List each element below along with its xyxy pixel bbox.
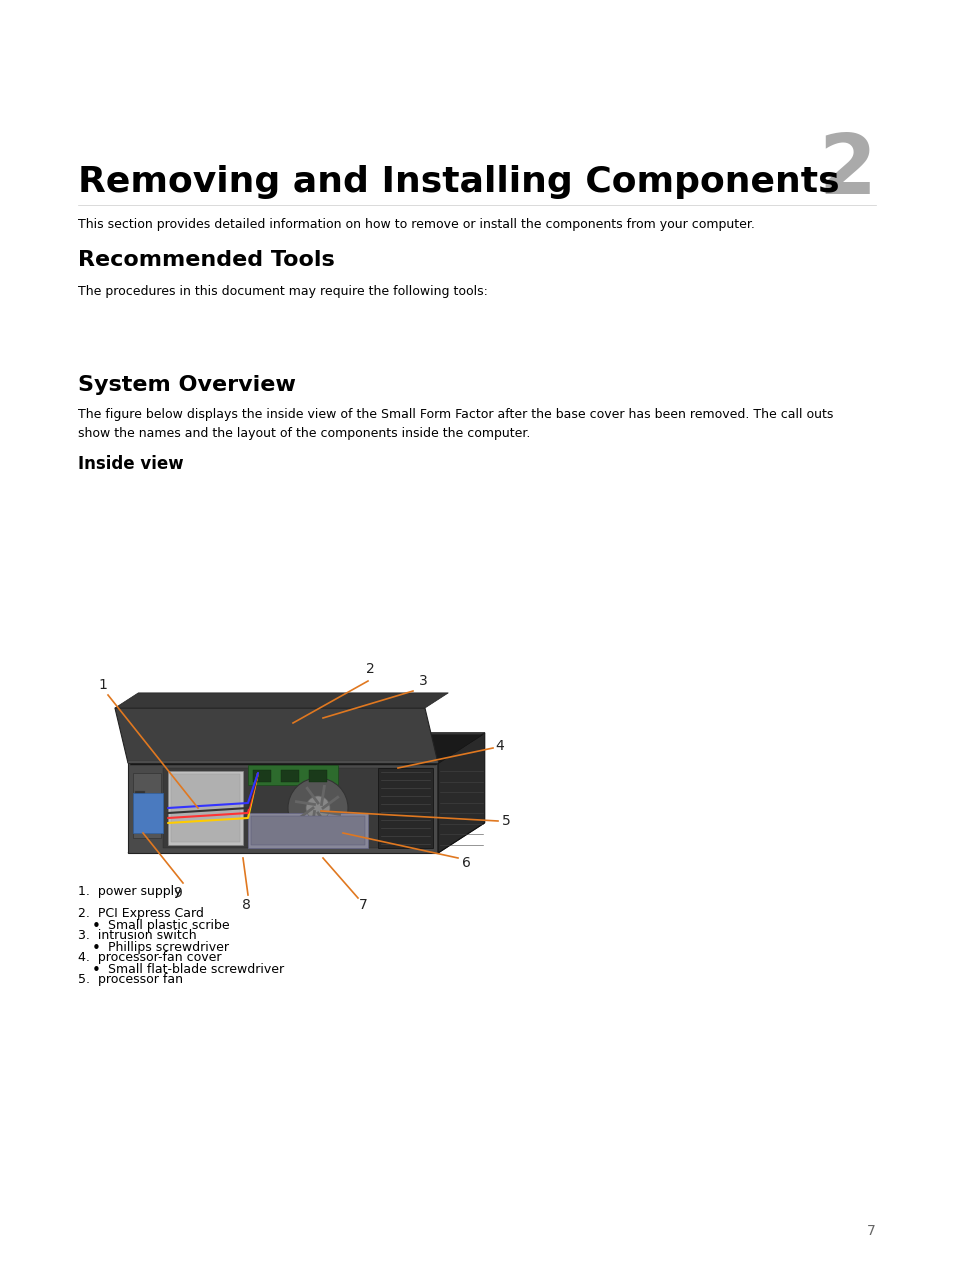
Polygon shape <box>130 734 482 765</box>
Bar <box>168 771 243 844</box>
Text: 7: 7 <box>866 1224 875 1238</box>
Bar <box>248 813 368 848</box>
Bar <box>251 817 365 844</box>
Bar <box>163 768 433 848</box>
Bar <box>135 791 145 798</box>
Text: 9: 9 <box>173 886 182 900</box>
Text: 3: 3 <box>418 675 427 689</box>
Text: •: • <box>91 962 100 978</box>
Bar <box>135 803 145 809</box>
Text: 2.  PCI Express Card: 2. PCI Express Card <box>78 907 204 921</box>
Text: The figure below displays the inside view of the Small Form Factor after the bas: The figure below displays the inside vie… <box>78 408 833 440</box>
Text: 5: 5 <box>501 814 510 828</box>
Text: 7: 7 <box>358 898 367 912</box>
Text: Inside view: Inside view <box>78 455 183 473</box>
Text: The procedures in this document may require the following tools:: The procedures in this document may requ… <box>78 285 487 298</box>
Text: This section provides detailed information on how to remove or install the compo: This section provides detailed informati… <box>78 218 754 231</box>
Circle shape <box>288 779 348 838</box>
Bar <box>132 773 161 838</box>
Polygon shape <box>114 692 448 708</box>
Polygon shape <box>128 823 484 853</box>
Text: 1: 1 <box>98 678 108 692</box>
Text: Removing and Installing Components: Removing and Installing Components <box>78 165 839 199</box>
Polygon shape <box>128 761 437 763</box>
Text: 5.  processor fan: 5. processor fan <box>78 973 183 987</box>
Circle shape <box>306 796 330 820</box>
Text: 8: 8 <box>241 898 251 912</box>
Bar <box>135 815 145 820</box>
Text: •: • <box>91 941 100 956</box>
Bar <box>281 770 298 782</box>
Text: 2: 2 <box>365 662 374 676</box>
Polygon shape <box>128 733 484 763</box>
Text: •: • <box>91 919 100 935</box>
Text: 2: 2 <box>817 131 875 210</box>
Text: Small plastic scribe: Small plastic scribe <box>108 919 230 932</box>
Bar <box>171 773 240 842</box>
Bar <box>377 768 433 848</box>
Text: 4: 4 <box>496 739 504 753</box>
Polygon shape <box>437 733 484 853</box>
Bar <box>132 792 163 833</box>
Bar <box>309 770 327 782</box>
Polygon shape <box>114 708 437 763</box>
Text: Recommended Tools: Recommended Tools <box>78 250 335 270</box>
Text: 6: 6 <box>461 856 470 870</box>
Text: Phillips screwdriver: Phillips screwdriver <box>108 941 229 954</box>
Text: 3.  intrusion switch: 3. intrusion switch <box>78 929 196 942</box>
Polygon shape <box>128 763 437 853</box>
Bar <box>253 770 271 782</box>
Text: 1.  power supply: 1. power supply <box>78 885 181 898</box>
Bar <box>248 765 337 785</box>
Text: System Overview: System Overview <box>78 375 295 396</box>
Bar <box>135 827 145 833</box>
Text: 4.  processor-fan cover: 4. processor-fan cover <box>78 951 221 964</box>
Text: Small flat-blade screwdriver: Small flat-blade screwdriver <box>108 962 284 976</box>
